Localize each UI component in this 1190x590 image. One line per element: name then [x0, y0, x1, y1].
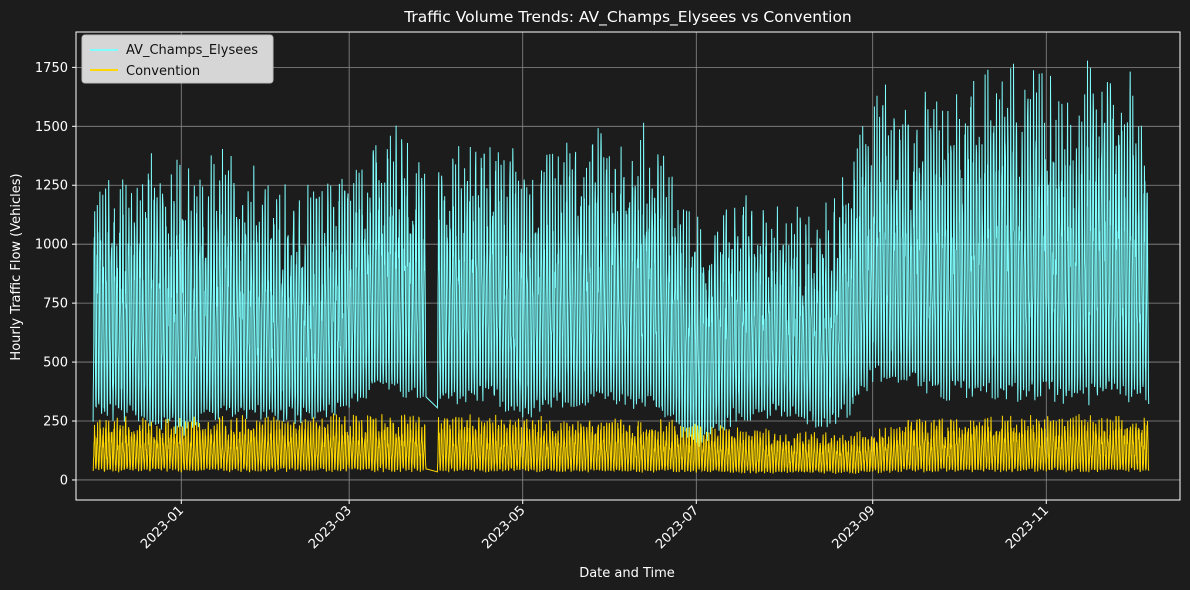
y-tick-label: 500 — [43, 356, 68, 371]
x-axis-label: Date and Time — [579, 566, 675, 581]
chart-title: Traffic Volume Trends: AV_Champs_Elysees… — [403, 8, 852, 27]
y-tick-label: 1250 — [35, 179, 68, 194]
y-tick-label: 250 — [43, 415, 68, 430]
legend-box — [81, 34, 274, 84]
y-tick-label: 0 — [60, 473, 68, 488]
series-line-av-champs-elysees — [92, 60, 1150, 447]
y-axis-label: Hourly Traffic Flow (Vehicles) — [9, 173, 24, 360]
y-tick-label: 1000 — [35, 238, 68, 253]
legend-label-convention: Convention — [126, 64, 200, 79]
series-layer — [92, 60, 1150, 475]
legend-label-av-champs-elysees: AV_Champs_Elysees — [126, 43, 258, 58]
legend[interactable]: AV_Champs_Elysees Convention — [81, 34, 274, 84]
plot-frame — [75, 31, 1181, 501]
y-tick-label: 1500 — [35, 120, 68, 135]
y-tick-label: 750 — [43, 297, 68, 312]
series-line-convention — [92, 413, 1150, 475]
y-tick-label: 1750 — [35, 61, 68, 76]
